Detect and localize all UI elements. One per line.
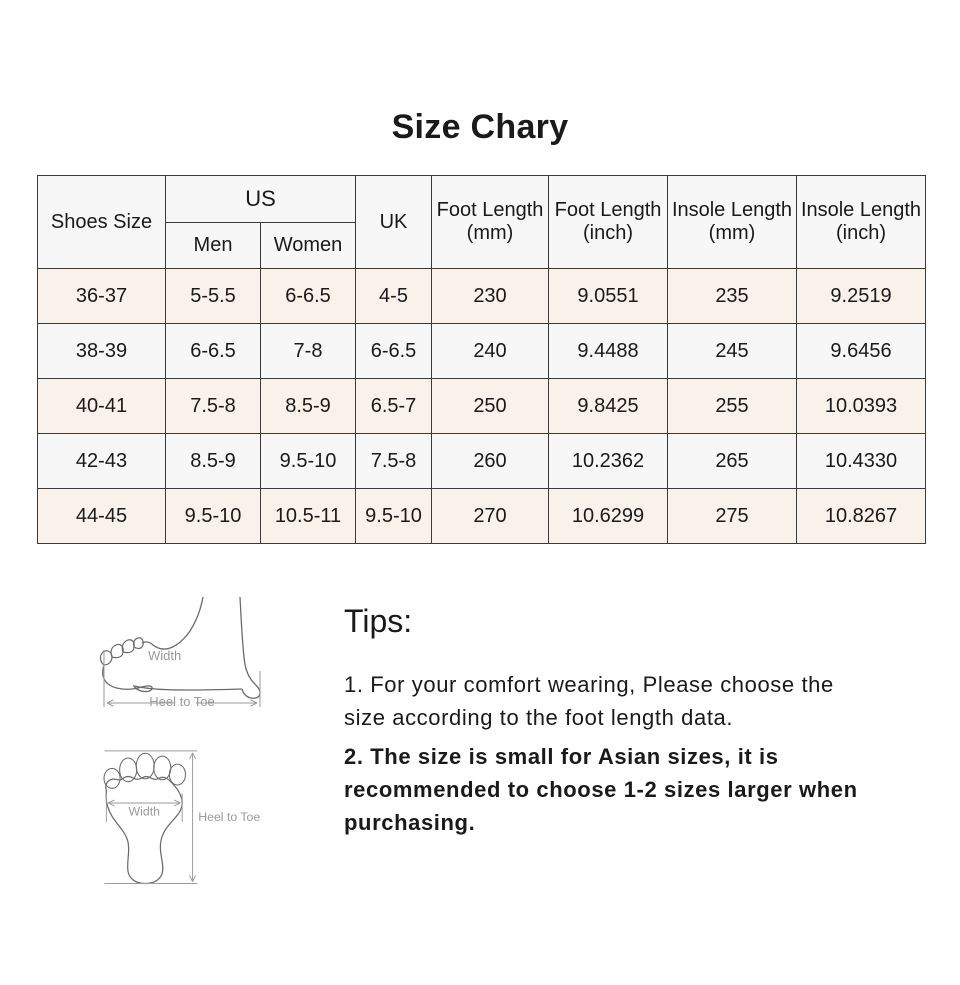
svg-text:Width: Width: [148, 648, 181, 663]
svg-text:Heel to Toe: Heel to Toe: [149, 694, 215, 709]
svg-text:Heel to Toe: Heel to Toe: [198, 810, 260, 824]
svg-text:Width: Width: [129, 804, 161, 818]
